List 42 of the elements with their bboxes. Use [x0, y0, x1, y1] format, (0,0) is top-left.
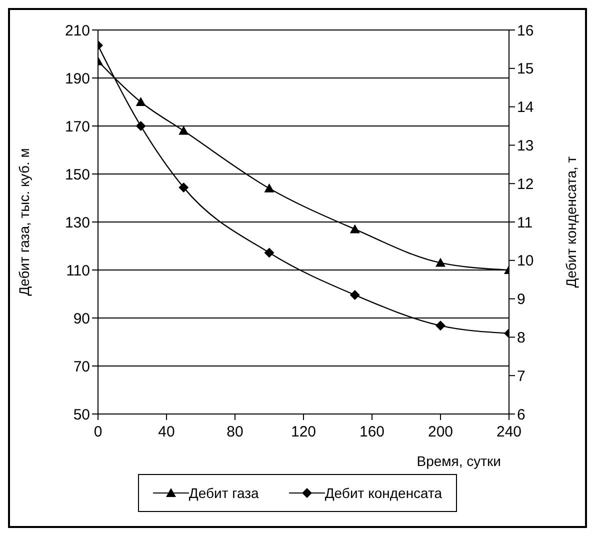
x-tick-label: 40 — [158, 424, 175, 441]
x-tick-label: 120 — [290, 424, 316, 441]
y2-tick-label: 15 — [517, 60, 534, 78]
legend-label: Дебит газа — [188, 485, 259, 501]
y2-tick-label: 14 — [517, 99, 534, 116]
point — [264, 183, 274, 192]
point — [436, 320, 446, 331]
y-tick-label: 90 — [73, 310, 90, 328]
y2-axis-title: Дебит конденсата, т — [562, 156, 579, 288]
x-tick-label: 80 — [226, 424, 244, 441]
y-tick-label: 70 — [73, 358, 90, 376]
y-tick-label: 190 — [64, 70, 90, 88]
point — [436, 258, 446, 267]
y2-tick-label: 13 — [517, 138, 534, 155]
point — [178, 126, 189, 135]
y2-tick-label: 6 — [517, 406, 526, 424]
y-tick-label: 50 — [73, 406, 90, 424]
y-tick-label: 150 — [64, 166, 90, 184]
point — [136, 97, 146, 106]
x-tick-label: 160 — [359, 424, 385, 441]
y2-tick-label: 9 — [517, 291, 526, 308]
y2-tick-label: 8 — [517, 330, 526, 347]
y2-tick-label: 12 — [517, 176, 534, 193]
point — [264, 248, 274, 258]
point — [350, 224, 360, 234]
point — [178, 182, 189, 192]
y-axis-title: Дебит газа, тыс. куб. м — [16, 148, 32, 296]
y2-tick-label: 16 — [517, 22, 534, 40]
point — [350, 290, 360, 300]
y-tick-label: 210 — [64, 22, 90, 40]
x-tick-label: 240 — [496, 424, 522, 441]
y2-tick-label: 11 — [517, 214, 533, 232]
y2-tick-label: 7 — [517, 368, 526, 385]
y2-tick-label: 10 — [517, 252, 534, 270]
y-tick-label: 110 — [66, 262, 90, 280]
x-axis-title: Время, сутки — [416, 453, 501, 469]
point — [136, 121, 146, 131]
x-tick-label: 200 — [428, 424, 454, 441]
y-tick-label: 170 — [64, 118, 90, 136]
legend-label: Дебит конденсата — [324, 485, 442, 501]
x-tick-label: 0 — [94, 424, 102, 441]
y-tick-label: 130 — [64, 214, 90, 232]
